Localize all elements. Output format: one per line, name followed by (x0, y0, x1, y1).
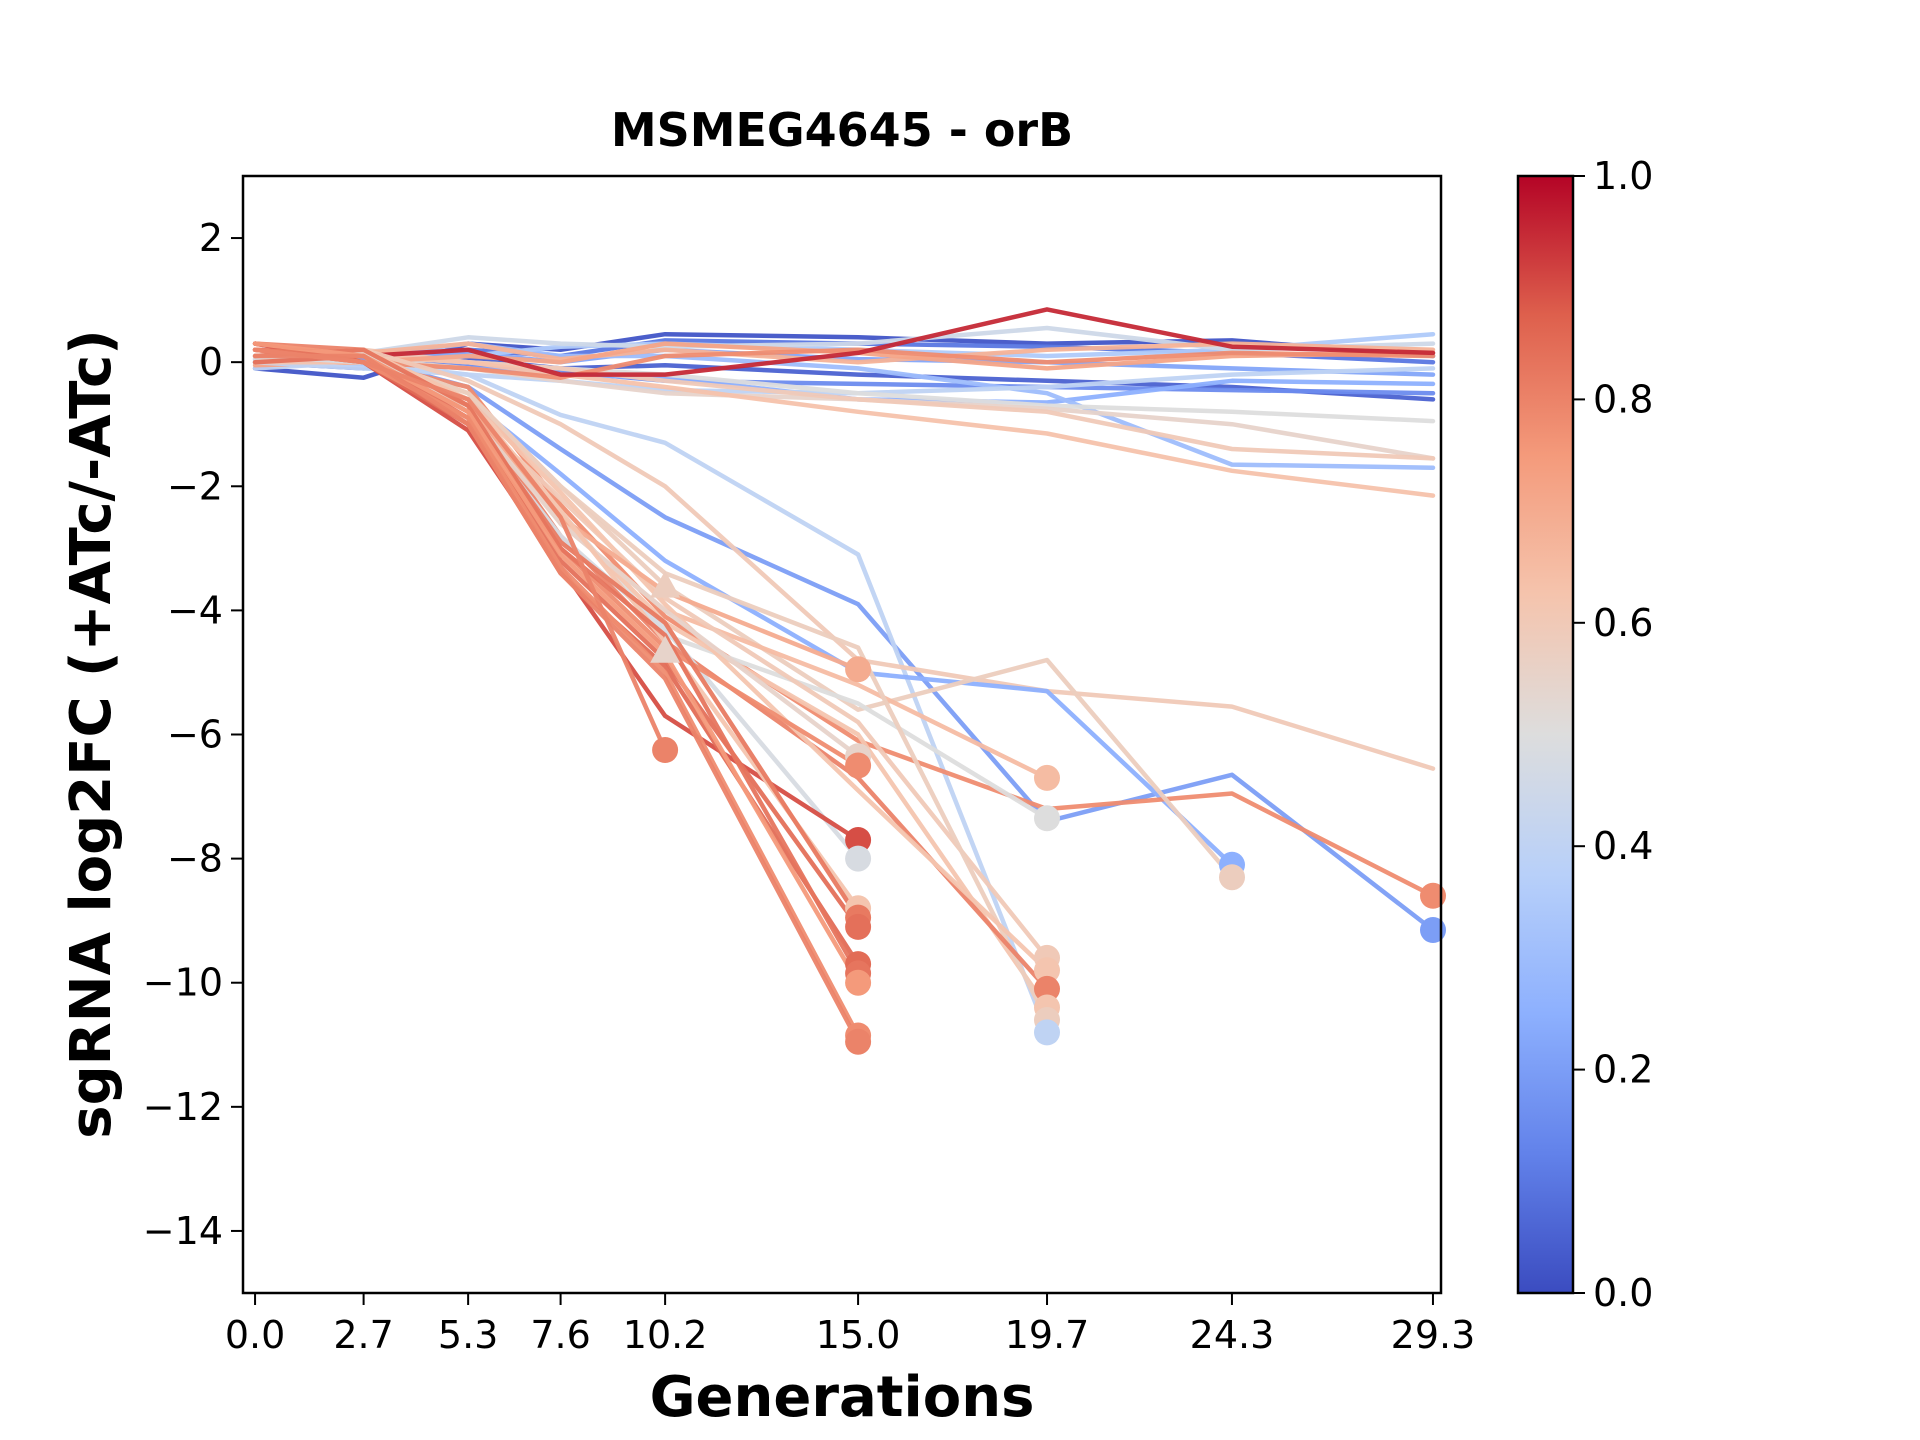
x-axis-title: Generations (650, 1365, 1035, 1430)
colorbar-tick-label: 0.4 (1593, 824, 1653, 868)
x-tick-label: 10.2 (623, 1313, 708, 1357)
marker-point-11 (1034, 1019, 1060, 1046)
colorbar-tick-label: 0.6 (1593, 601, 1653, 645)
chart-title: MSMEG4645 - orB (611, 103, 1073, 157)
marker-point-4 (1034, 764, 1060, 791)
series-line-43 (252, 353, 861, 1044)
series-line-38 (252, 353, 861, 930)
y-tick-label: 0 (199, 340, 223, 384)
y-tick-label: −4 (167, 588, 223, 632)
colorbar-tick-label: 0.2 (1593, 1048, 1653, 1092)
colorbar-tick-label: 0.8 (1593, 377, 1653, 421)
series-line-19 (252, 359, 1050, 1035)
series-line-23 (252, 347, 1235, 880)
colorbar-frame (1516, 174, 1575, 1295)
series-line-44 (252, 347, 668, 753)
y-tick-label: −2 (167, 464, 223, 508)
marker-point-14 (845, 752, 872, 779)
colorbar-tick-label: 1.0 (1593, 154, 1653, 198)
x-tick-label: 2.7 (333, 1313, 393, 1357)
marker-point-25 (652, 737, 679, 763)
marker-point-0 (1420, 917, 1446, 943)
y-axis-title: sgRNA log2FC (+ATc/-ATc) (59, 329, 124, 1139)
marker-triangle-26 (650, 570, 681, 598)
marker-triangle-27 (650, 635, 681, 663)
x-tick-label: 19.7 (1005, 1313, 1090, 1357)
x-tick-label: 29.3 (1391, 1313, 1476, 1357)
marker-point-19 (845, 913, 872, 940)
series-line-40 (252, 347, 861, 976)
y-tick-label: −6 (167, 713, 223, 757)
marker-point-5 (1034, 805, 1060, 832)
series-line-35 (252, 341, 861, 843)
marker-point-22 (845, 969, 872, 996)
marker-point-15 (845, 827, 872, 853)
colorbar-axis: 0.0 0.2 0.4 0.6 0.8 1.0 (1573, 154, 1653, 1315)
marker-point-3 (1219, 864, 1245, 891)
x-tick-label: 5.3 (438, 1313, 498, 1357)
x-tick-label: 15.0 (816, 1313, 901, 1357)
colorbar-tick-label: 0.0 (1593, 1271, 1653, 1315)
marker-point-7 (1034, 957, 1060, 984)
series-line-42 (252, 347, 861, 1038)
marker-point-24 (845, 1028, 872, 1055)
x-tick-label: 24.3 (1190, 1313, 1275, 1357)
y-tick-label: −8 (167, 837, 223, 881)
y-tick-label: 2 (199, 216, 223, 260)
marker-point-12 (845, 656, 872, 683)
marker-point-8 (1034, 975, 1060, 1002)
y-tick-label: −12 (143, 1085, 223, 1129)
colorbar (1518, 176, 1573, 1293)
y-tick-label: −10 (143, 961, 223, 1005)
series-line-20 (252, 347, 1436, 771)
series-line-17 (252, 307, 1436, 377)
y-tick-label: −14 (143, 1209, 223, 1253)
x-tick-label: 0.0 (225, 1313, 285, 1357)
x-tick-label: 7.6 (530, 1313, 590, 1357)
marker-point-16 (845, 845, 872, 872)
marker-layer (650, 570, 1446, 1055)
series-layer (252, 307, 1436, 1044)
y-axis: 2 0 −2 −4 −6 −8 −10 −12 −14 (143, 216, 243, 1253)
marker-point-1 (1420, 882, 1446, 909)
series-line-14 (252, 341, 1436, 365)
x-axis: 0.0 2.7 5.3 7.6 10.2 15.0 19.7 24.3 29.3 (225, 1293, 1475, 1357)
